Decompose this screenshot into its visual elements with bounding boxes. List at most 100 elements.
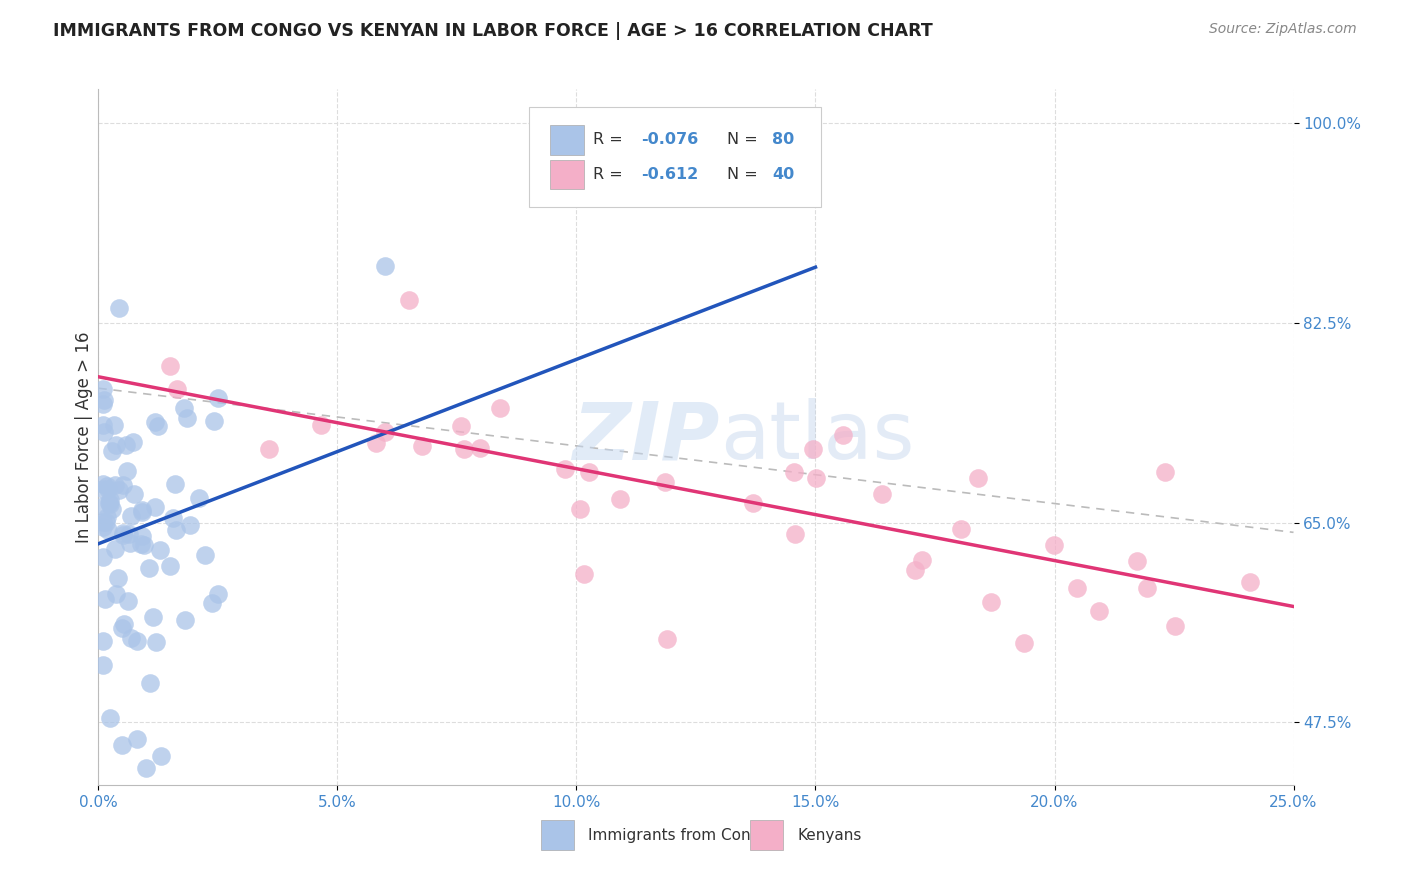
Point bbox=[91, 417, 114, 432]
Point bbox=[112, 526, 135, 541]
Point bbox=[91, 520, 114, 534]
Y-axis label: In Labor Force | Age > 16: In Labor Force | Age > 16 bbox=[75, 331, 93, 543]
Point bbox=[142, 610, 165, 624]
Point bbox=[91, 482, 114, 496]
Point bbox=[105, 438, 128, 452]
Text: IMMIGRANTS FROM CONGO VS KENYAN IN LABOR FORCE | AGE > 16 CORRELATION CHART: IMMIGRANTS FROM CONGO VS KENYAN IN LABOR… bbox=[53, 22, 934, 40]
Point bbox=[179, 518, 201, 533]
Point bbox=[117, 594, 139, 608]
Point bbox=[131, 503, 153, 517]
Point bbox=[832, 428, 855, 442]
Text: Source: ZipAtlas.com: Source: ZipAtlas.com bbox=[1209, 22, 1357, 37]
Point bbox=[139, 676, 162, 690]
Point bbox=[188, 491, 211, 506]
Point bbox=[578, 465, 600, 479]
Point bbox=[655, 632, 678, 646]
Point bbox=[97, 496, 120, 510]
Point bbox=[94, 591, 117, 606]
FancyBboxPatch shape bbox=[529, 106, 821, 208]
Point bbox=[135, 761, 157, 775]
Point bbox=[118, 526, 141, 541]
Point bbox=[103, 417, 125, 432]
Point bbox=[131, 537, 153, 551]
Point bbox=[108, 301, 131, 316]
Point bbox=[159, 559, 181, 574]
Point bbox=[96, 510, 118, 524]
Point bbox=[117, 464, 139, 478]
Point bbox=[96, 479, 118, 493]
Point bbox=[104, 541, 127, 556]
Point bbox=[1042, 538, 1064, 552]
Point bbox=[145, 500, 167, 514]
Point bbox=[101, 444, 124, 458]
Text: N =: N = bbox=[727, 168, 763, 182]
Point bbox=[257, 442, 280, 457]
Point bbox=[1126, 554, 1149, 568]
Point bbox=[488, 401, 510, 416]
Point bbox=[1239, 574, 1261, 589]
Point bbox=[131, 529, 153, 543]
Point bbox=[93, 393, 115, 408]
Point bbox=[98, 497, 121, 511]
Text: -0.612: -0.612 bbox=[641, 168, 699, 182]
Point bbox=[120, 536, 142, 550]
Point bbox=[453, 442, 475, 457]
Point bbox=[207, 391, 229, 405]
Point bbox=[783, 527, 806, 541]
Text: 40: 40 bbox=[772, 168, 794, 182]
Point bbox=[91, 499, 114, 513]
Point bbox=[1154, 465, 1177, 479]
Point bbox=[950, 522, 973, 536]
Point bbox=[165, 523, 187, 537]
Point bbox=[91, 658, 114, 673]
Point bbox=[162, 510, 184, 524]
Point bbox=[91, 634, 114, 648]
Point bbox=[742, 495, 765, 509]
Text: 80: 80 bbox=[772, 133, 794, 147]
Point bbox=[107, 571, 129, 585]
Point bbox=[91, 382, 114, 396]
Point bbox=[108, 483, 131, 498]
Point bbox=[111, 738, 134, 752]
Point bbox=[904, 564, 927, 578]
Point bbox=[114, 438, 136, 452]
Text: N =: N = bbox=[727, 133, 763, 147]
FancyBboxPatch shape bbox=[749, 821, 783, 850]
Point bbox=[374, 259, 396, 273]
Point bbox=[398, 293, 420, 308]
Point bbox=[1164, 619, 1187, 633]
Point bbox=[911, 552, 934, 566]
Text: R =: R = bbox=[593, 133, 628, 147]
Point bbox=[122, 487, 145, 501]
Point bbox=[159, 359, 181, 374]
Point bbox=[1136, 581, 1159, 595]
FancyBboxPatch shape bbox=[541, 821, 574, 850]
Point bbox=[374, 425, 396, 439]
Point bbox=[1066, 581, 1088, 595]
Point bbox=[97, 482, 120, 496]
Point bbox=[1012, 636, 1035, 650]
Point bbox=[125, 732, 148, 747]
Point bbox=[609, 492, 631, 507]
Point bbox=[782, 465, 804, 479]
Point bbox=[127, 633, 149, 648]
Text: Immigrants from Congo: Immigrants from Congo bbox=[589, 828, 770, 843]
Point bbox=[166, 382, 188, 396]
Point bbox=[311, 417, 333, 432]
Point bbox=[468, 441, 491, 455]
Point bbox=[173, 613, 195, 627]
Point bbox=[163, 476, 186, 491]
Point bbox=[91, 477, 114, 491]
Point bbox=[120, 632, 142, 646]
Text: R =: R = bbox=[593, 168, 628, 182]
Text: Kenyans: Kenyans bbox=[797, 828, 862, 843]
Point bbox=[104, 587, 127, 601]
Point bbox=[801, 442, 824, 456]
Point bbox=[112, 617, 135, 632]
Point bbox=[201, 596, 224, 610]
Point bbox=[572, 567, 595, 582]
Point bbox=[104, 478, 127, 492]
Point bbox=[131, 505, 153, 519]
Point bbox=[111, 621, 134, 635]
Point bbox=[176, 410, 198, 425]
